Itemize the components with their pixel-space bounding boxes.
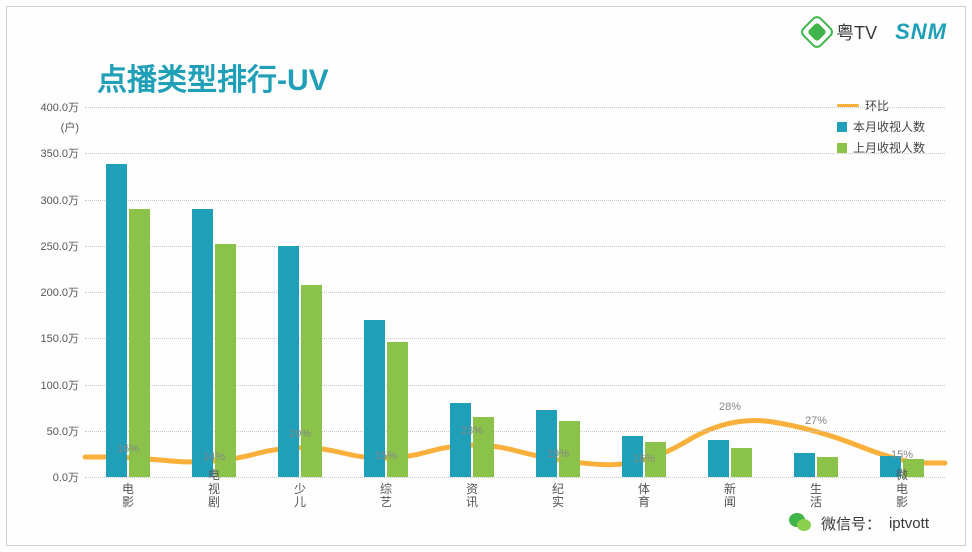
- line-value-label: 16%: [117, 443, 139, 455]
- logo-group: 粤TV SNM: [804, 19, 947, 45]
- line-value-label: 28%: [719, 401, 741, 413]
- wechat-icon: [789, 511, 813, 535]
- bar: [731, 448, 752, 477]
- category-label: 纪实: [551, 483, 565, 509]
- logo-ytu: 粤TV: [804, 19, 877, 45]
- ytu-icon: [799, 14, 836, 51]
- bar: [129, 209, 150, 477]
- ytick-label: 250.0万: [40, 238, 79, 254]
- category-label: 体育: [637, 483, 651, 509]
- ytick-label: 50.0万: [47, 423, 79, 439]
- line-value-label: 14%: [203, 451, 225, 463]
- category-label: 生活: [809, 483, 823, 509]
- bar: [536, 410, 557, 477]
- gridline: [85, 200, 945, 201]
- bar: [278, 246, 299, 477]
- line-value-label: 15%: [891, 449, 913, 461]
- category-label: 电影: [121, 483, 135, 509]
- chart-title: 点播类型排行-UV: [97, 55, 329, 99]
- ytick-label: 400.0万: [40, 99, 79, 115]
- bar: [794, 453, 815, 477]
- bar: [192, 209, 213, 477]
- ytick-label: 300.0万: [40, 192, 79, 208]
- ytick-label: 150.0万: [40, 330, 79, 346]
- footer: 微信号： iptvott: [789, 511, 929, 535]
- bar: [215, 244, 236, 477]
- footer-value: iptvott: [889, 515, 929, 532]
- category-label: 资讯: [465, 483, 479, 509]
- line-value-label: 27%: [805, 415, 827, 427]
- category-label: 微电影: [895, 469, 909, 509]
- slide-frame: 点播类型排行-UV 粤TV SNM 环比本月收视人数上月收视人数 0.0万50.…: [6, 6, 966, 546]
- bar: [708, 440, 729, 477]
- gridline: [85, 107, 945, 108]
- logo-snm: SNM: [895, 19, 947, 45]
- line-value-label: 20%: [289, 428, 311, 440]
- bar: [106, 164, 127, 477]
- bar: [301, 285, 322, 477]
- line-value-label: 16%: [633, 453, 655, 465]
- gridline: [85, 338, 945, 339]
- gridline: [85, 431, 945, 432]
- ytick-label: 0.0万: [53, 469, 79, 485]
- gridline: [85, 292, 945, 293]
- category-label: 新闻: [723, 483, 737, 509]
- gridline: [85, 246, 945, 247]
- footer-label: 微信号：: [821, 513, 881, 534]
- line-value-label: 15%: [375, 450, 397, 462]
- category-label: 电视剧: [207, 469, 221, 509]
- chart-plot: 0.0万50.0万100.0万150.0万200.0万250.0万300.0万3…: [85, 107, 945, 477]
- category-label: 综艺: [379, 483, 393, 509]
- gridline: [85, 153, 945, 154]
- gridline: [85, 385, 945, 386]
- line-value-label: 23%: [461, 425, 483, 437]
- ytick-label: 100.0万: [40, 377, 79, 393]
- ytick-label: 350.0万: [40, 145, 79, 161]
- ytu-text: 粤TV: [836, 19, 877, 45]
- category-label: 少儿: [293, 483, 307, 509]
- line-value-label: 19%: [547, 448, 569, 460]
- y-unit: (户): [61, 119, 79, 135]
- ytick-label: 200.0万: [40, 284, 79, 300]
- bar: [817, 457, 838, 477]
- bar: [450, 403, 471, 477]
